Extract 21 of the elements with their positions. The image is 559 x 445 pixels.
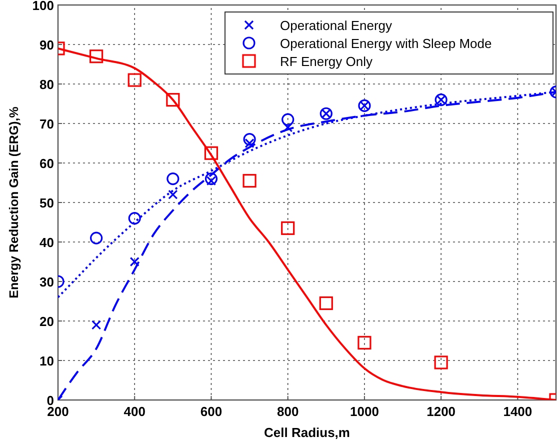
x-tick-label: 1400 — [503, 404, 532, 419]
x-tick-label: 400 — [124, 404, 146, 419]
x-axis-title: Cell Radius,m — [264, 425, 350, 440]
y-tick-label: 20 — [40, 314, 54, 329]
y-tick-label: 10 — [40, 354, 54, 368]
y-tick-label: 40 — [40, 235, 54, 250]
x-tick-label: 600 — [200, 404, 222, 419]
y-tick-label: 100 — [32, 0, 54, 13]
y-tick-label: 90 — [40, 38, 54, 52]
y-tick-label: 30 — [40, 274, 54, 290]
y-tick-label: 70 — [40, 116, 54, 132]
y-axis-title: Energy Reduction Gain (ERG),% — [7, 106, 21, 298]
legend-label: Operational Energy with Sleep Mode — [280, 36, 492, 51]
x-tick-label: 800 — [276, 404, 299, 419]
x-tick-label: 1200 — [426, 404, 456, 419]
legend-label: RF Energy Only — [280, 54, 373, 69]
y-tick-label: 60 — [40, 156, 54, 171]
y-tick-label: 50 — [40, 196, 54, 210]
x-tick-label: 1000 — [350, 404, 379, 419]
y-tick-label: 80 — [40, 77, 54, 92]
legend-label: Operational Energy — [280, 18, 393, 33]
